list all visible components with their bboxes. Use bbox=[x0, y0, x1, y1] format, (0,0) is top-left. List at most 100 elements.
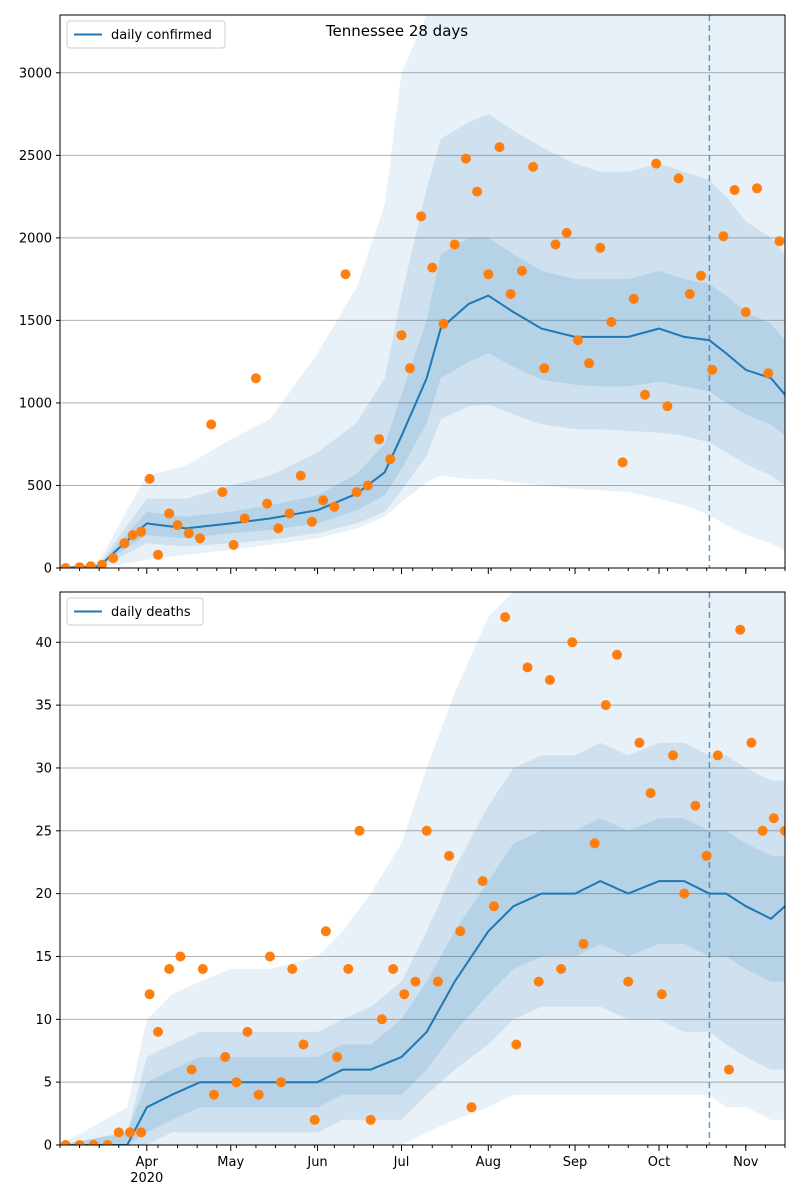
data-point bbox=[329, 501, 340, 512]
data-point bbox=[483, 269, 494, 280]
y-tick-label: 5 bbox=[44, 1076, 52, 1091]
data-point bbox=[712, 750, 723, 761]
data-point bbox=[388, 964, 399, 974]
data-point bbox=[472, 186, 483, 197]
data-point bbox=[416, 211, 427, 222]
data-point bbox=[295, 470, 306, 481]
data-point bbox=[253, 1089, 264, 1100]
data-point bbox=[108, 553, 119, 564]
data-point bbox=[505, 289, 516, 299]
data-point bbox=[399, 989, 410, 1000]
data-point bbox=[690, 800, 701, 811]
y-tick-label: 500 bbox=[27, 479, 52, 494]
data-point bbox=[516, 265, 527, 276]
data-point bbox=[494, 142, 505, 153]
data-point bbox=[410, 976, 421, 987]
data-point bbox=[466, 1102, 477, 1113]
data-point bbox=[752, 183, 762, 194]
data-point bbox=[623, 976, 634, 987]
data-point bbox=[757, 825, 768, 836]
plot-area bbox=[60, 592, 785, 1145]
data-point bbox=[376, 1014, 387, 1025]
data-point bbox=[774, 236, 785, 247]
data-point bbox=[264, 951, 275, 962]
data-point bbox=[567, 637, 578, 648]
data-point bbox=[600, 700, 611, 711]
data-point bbox=[60, 1140, 71, 1145]
data-point bbox=[136, 1127, 147, 1138]
data-point bbox=[612, 649, 622, 660]
data-point bbox=[656, 989, 667, 1000]
data-point bbox=[340, 269, 351, 280]
data-point bbox=[119, 538, 130, 549]
y-tick-label: 0 bbox=[44, 562, 52, 577]
data-point bbox=[284, 508, 295, 519]
data-point bbox=[228, 539, 239, 550]
chart-title: Tennessee 28 days bbox=[325, 22, 468, 40]
x-tick-label: Sep bbox=[563, 1155, 588, 1170]
data-point bbox=[175, 951, 186, 962]
data-point bbox=[460, 153, 471, 164]
data-point bbox=[488, 901, 499, 912]
data-point bbox=[197, 964, 208, 974]
data-point bbox=[640, 389, 650, 400]
data-point bbox=[707, 364, 718, 375]
data-point bbox=[273, 523, 284, 534]
band-inner bbox=[60, 237, 785, 568]
data-point bbox=[144, 473, 155, 484]
data-point bbox=[298, 1039, 309, 1050]
data-point bbox=[144, 989, 155, 1000]
data-point bbox=[533, 976, 544, 987]
data-point bbox=[320, 926, 331, 937]
data-point bbox=[125, 1127, 135, 1138]
band-inner bbox=[60, 818, 785, 1145]
data-point bbox=[729, 185, 740, 195]
data-point bbox=[696, 270, 706, 281]
data-point bbox=[172, 520, 183, 531]
x-tick-label: Jul bbox=[393, 1155, 410, 1170]
data-point bbox=[673, 173, 684, 184]
band-outer bbox=[60, 15, 785, 568]
series-line bbox=[60, 879, 785, 1145]
data-point bbox=[438, 318, 449, 329]
data-point bbox=[718, 231, 729, 242]
data-point bbox=[455, 926, 466, 937]
data-point bbox=[186, 1064, 197, 1075]
y-tick-label: 2500 bbox=[19, 149, 52, 164]
data-point bbox=[500, 612, 511, 623]
data-point bbox=[617, 457, 628, 468]
data-point bbox=[584, 358, 595, 369]
data-point bbox=[780, 825, 785, 836]
band-outer bbox=[60, 592, 785, 1145]
data-point bbox=[164, 508, 175, 519]
data-point bbox=[746, 737, 757, 748]
data-point bbox=[262, 498, 273, 509]
data-point bbox=[287, 964, 298, 974]
data-point bbox=[127, 530, 138, 540]
data-point bbox=[444, 850, 455, 861]
data-point bbox=[195, 533, 205, 544]
data-point bbox=[362, 480, 373, 491]
x-tick-label: Nov bbox=[733, 1155, 759, 1170]
axes-frame bbox=[59, 14, 786, 569]
data-point bbox=[606, 317, 617, 327]
data-point bbox=[385, 454, 396, 465]
data-point bbox=[404, 363, 415, 374]
data-point bbox=[239, 513, 250, 524]
data-point bbox=[242, 1026, 253, 1037]
data-point bbox=[220, 1052, 231, 1062]
data-point bbox=[768, 813, 779, 824]
data-point bbox=[511, 1039, 522, 1050]
data-point bbox=[153, 549, 163, 560]
legend-box bbox=[66, 597, 204, 626]
x-tick-label: May bbox=[217, 1155, 244, 1170]
data-point bbox=[276, 1077, 287, 1088]
y-tick-label: 1500 bbox=[19, 314, 52, 329]
data-point bbox=[351, 487, 362, 498]
data-point bbox=[662, 401, 673, 412]
data-point bbox=[164, 964, 175, 974]
confirmed-panel: 0 500 1000 1500 2000 2500 3000 daily confirmed bbox=[19, 14, 786, 577]
data-point bbox=[332, 1052, 343, 1062]
data-point bbox=[589, 838, 600, 849]
